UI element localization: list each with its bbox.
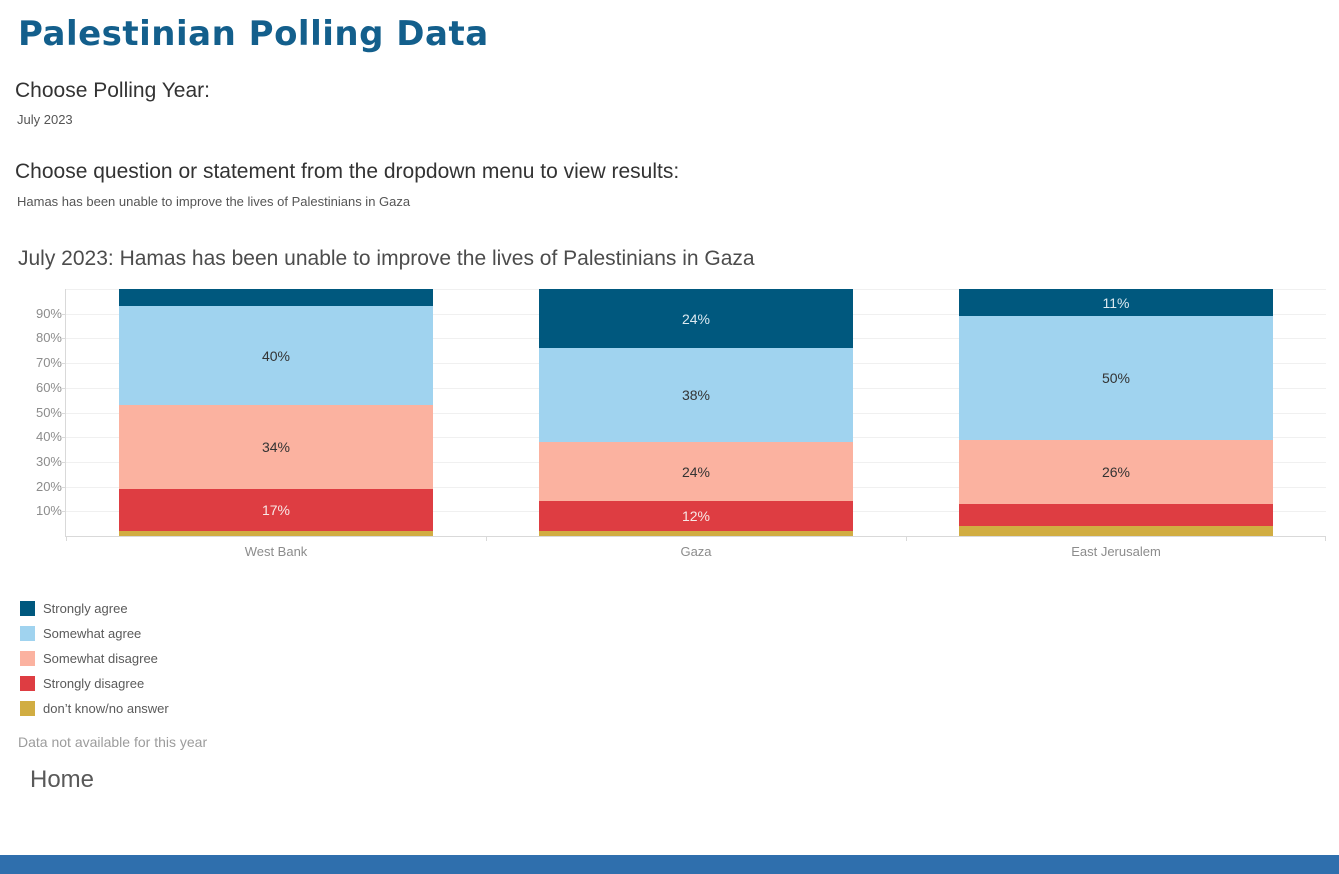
chart-title: July 2023: Hamas has been unable to impr… [18,247,755,270]
y-axis-tick-mark [61,437,65,439]
plot-area: 10% 20% 30% 40% 50% 60% 70% 80% 90% 17% 34% 40% West… [36,289,1326,559]
availability-note: Data not available for this year [18,734,208,750]
y-axis-tick-mark [61,486,65,488]
legend-swatch-strongly-disagree [20,676,35,691]
legend-item-strongly-disagree[interactable]: Strongly disagree [20,671,169,696]
bar-segment-east-jerusalem-don-t-know-no-answer[interactable] [959,526,1273,536]
y-axis-tick-mark [61,511,65,513]
legend-item-don-t-know-no-answer[interactable]: don’t know/no answer [20,696,169,721]
bar-segment-gaza-somewhat-agree[interactable]: 38% [539,348,853,443]
bar-segment-value-label: 12% [681,508,711,525]
bar-segment-west-bank-strongly-agree[interactable] [119,289,433,307]
legend-item-somewhat-agree[interactable]: Somewhat agree [20,621,169,646]
legend-label: Strongly disagree [43,676,145,691]
bar-segment-value-label: 40% [261,347,291,364]
bar-segment-value-label: 17% [261,502,291,519]
bar-segment-east-jerusalem-strongly-agree[interactable]: 11% [959,289,1273,317]
question-label: Choose question or statement from the dr… [15,160,680,183]
legend-item-somewhat-disagree[interactable]: Somewhat disagree [20,646,169,671]
x-axis-tick-mark [906,536,907,541]
bar-segment-value-label: 34% [261,439,291,456]
bar-segment-gaza-don-t-know-no-answer[interactable] [539,531,853,536]
legend-swatch-somewhat-disagree [20,651,35,666]
y-axis-tick-label: 50% [35,404,62,420]
polling-year-value[interactable]: July 2023 [17,112,73,127]
legend-label: Somewhat agree [43,626,142,641]
y-axis-tick-label: 80% [35,330,62,346]
legend-swatch-strongly-agree [20,601,35,616]
bar-segment-value-label: 26% [1101,463,1131,480]
y-axis-tick-label: 10% [35,503,62,519]
y-axis-tick-label: 90% [35,305,62,321]
polling-year-label: Choose Polling Year: [15,79,210,102]
y-axis-tick-mark [61,313,65,315]
bar-segment-east-jerusalem-strongly-disagree[interactable] [959,503,1273,527]
bar-segment-value-label: 38% [681,387,711,404]
page-title: Palestinian Polling Data [18,14,489,54]
y-axis-tick-label: 20% [35,478,62,494]
bar-segment-west-bank-somewhat-disagree[interactable]: 34% [119,405,433,490]
y-axis-tick-mark [61,461,65,463]
home-button[interactable]: Home [30,766,95,793]
x-axis-category-label-west-bank: West Bank [244,544,308,559]
bar-segment-value-label: 24% [681,310,711,327]
bar-segment-west-bank-somewhat-agree[interactable]: 40% [119,306,433,406]
legend: Strongly agree Somewhat agree Somewhat dis… [20,596,169,721]
x-axis-category-label-gaza: Gaza [680,544,712,559]
x-axis-tick-mark [66,536,67,541]
y-axis-tick-mark [61,412,65,414]
bottom-accent-bar [0,855,1339,874]
y-axis-tick-label: 70% [35,355,62,371]
bar-segment-west-bank-strongly-disagree[interactable]: 17% [119,489,433,532]
bar-segment-east-jerusalem-somewhat-disagree[interactable]: 26% [959,439,1273,504]
legend-label: don’t know/no answer [43,701,169,716]
bar-segment-gaza-strongly-disagree[interactable]: 12% [539,501,853,532]
legend-swatch-don-t-know-no-answer [20,701,35,716]
y-axis-tick-label: 60% [35,379,62,395]
x-axis-category-label-east-jerusalem: East Jerusalem [1071,544,1161,559]
y-axis-tick-mark [61,338,65,340]
y-axis-tick-label: 30% [35,453,62,469]
legend-item-strongly-agree[interactable]: Strongly agree [20,596,169,621]
bar-segment-west-bank-don-t-know-no-answer[interactable] [119,531,433,536]
x-axis-tick-mark [1325,536,1326,541]
bar-segment-east-jerusalem-somewhat-agree[interactable]: 50% [959,316,1273,440]
x-axis-tick-mark [486,536,487,541]
y-axis-tick-mark [61,387,65,389]
bar-segment-value-label: 50% [1101,369,1131,386]
legend-label: Strongly agree [43,601,128,616]
y-axis-tick-label: 40% [35,429,62,445]
legend-label: Somewhat disagree [43,651,158,666]
bar-segment-gaza-somewhat-disagree[interactable]: 24% [539,442,853,502]
question-value[interactable]: Hamas has been unable to improve the liv… [17,194,411,209]
bar-segment-gaza-strongly-agree[interactable]: 24% [539,289,853,349]
legend-swatch-somewhat-agree [20,626,35,641]
bar-segment-value-label: 24% [681,463,711,480]
y-axis-tick-mark [61,363,65,365]
bar-segment-value-label: 11% [1102,294,1130,311]
